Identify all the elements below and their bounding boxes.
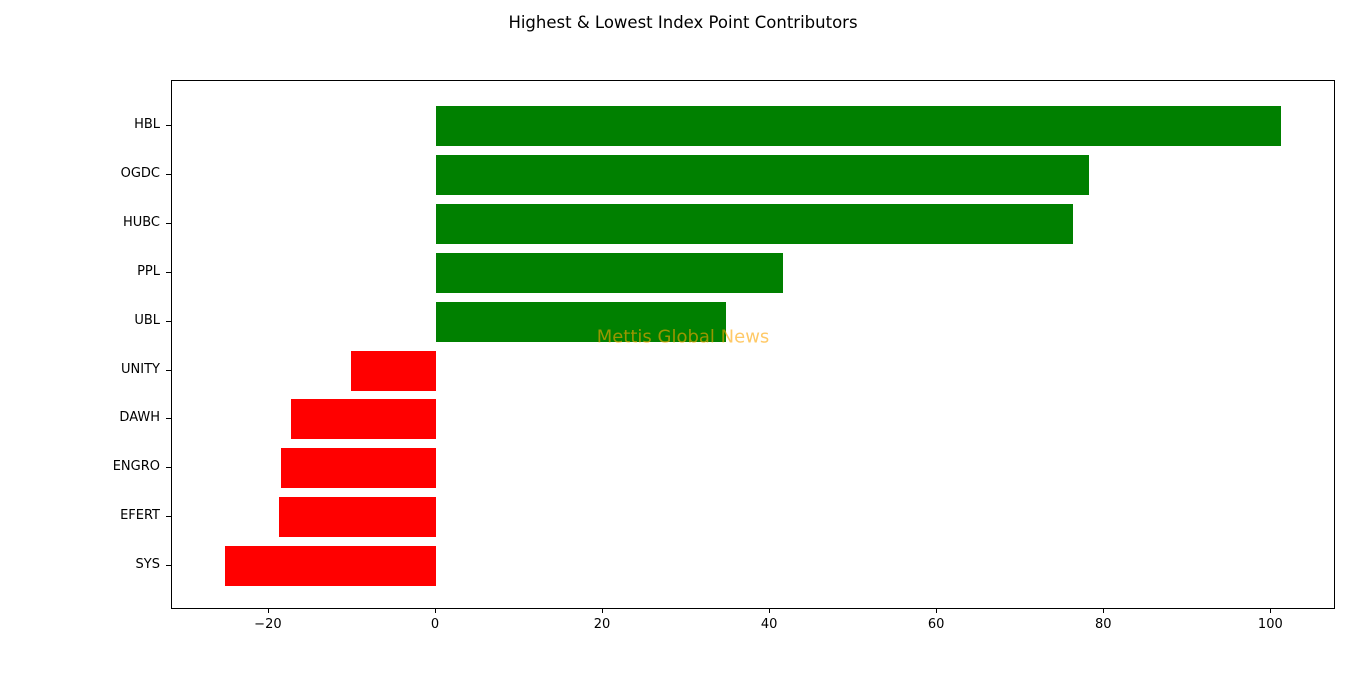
x-tick-label-20: 20 [593, 617, 611, 632]
x-tick-mark [602, 608, 604, 613]
y-tick-mark [166, 125, 171, 126]
bar-unity [350, 350, 436, 391]
bar-hubc [435, 203, 1074, 244]
y-tick-label-unity: UNITY [121, 361, 160, 377]
bar-ogdc [435, 154, 1090, 195]
bar-engro [280, 448, 436, 489]
x-tick-label-100: 100 [1257, 617, 1283, 632]
x-tick-mark [267, 608, 269, 613]
y-tick-mark [166, 369, 171, 371]
bar-ubl [435, 301, 726, 342]
y-tick-mark [166, 418, 171, 420]
y-tick-label-efert: EFERT [120, 508, 160, 524]
bar-hbl [435, 106, 1282, 146]
y-tick-mark [166, 173, 171, 175]
x-tick-label-60: 60 [927, 617, 945, 632]
y-tick-label-hubc: HUBC [122, 214, 160, 230]
x-tick-label-80: 80 [1094, 617, 1112, 632]
x-tick-mark [1270, 608, 1272, 613]
x-tick-mark [936, 608, 938, 613]
chart-title: Highest & Lowest Index Point Contributor… [508, 13, 858, 32]
y-tick-label-ogdc: OGDC [120, 165, 160, 181]
y-tick-mark [166, 222, 171, 224]
y-tick-label-engro: ENGRO [112, 459, 160, 475]
x-tick-mark [769, 608, 771, 613]
y-tick-mark [166, 320, 171, 322]
x-tick-mark [1103, 608, 1105, 613]
y-tick-label-ppl: PPL [137, 263, 160, 279]
x-tick-label-0: 0 [430, 617, 440, 632]
bar-efert [278, 497, 436, 538]
y-tick-mark [166, 565, 171, 567]
y-tick-mark [166, 271, 171, 273]
bar-ppl [435, 252, 784, 293]
y-tick-label-dawh: DAWH [119, 410, 160, 426]
x-tick-mark [434, 608, 436, 613]
bar-sys [224, 546, 436, 587]
y-tick-mark [166, 467, 171, 469]
bar-dawh [290, 399, 436, 440]
y-tick-mark [166, 516, 171, 518]
y-tick-label-hbl: HBL [134, 117, 160, 132]
plot-area [171, 80, 1335, 609]
x-tick-label-40: 40 [760, 617, 778, 632]
y-tick-label-sys: SYS [135, 557, 160, 573]
y-tick-label-ubl: UBL [134, 312, 160, 328]
x-tick-label--20: −20 [254, 617, 282, 632]
